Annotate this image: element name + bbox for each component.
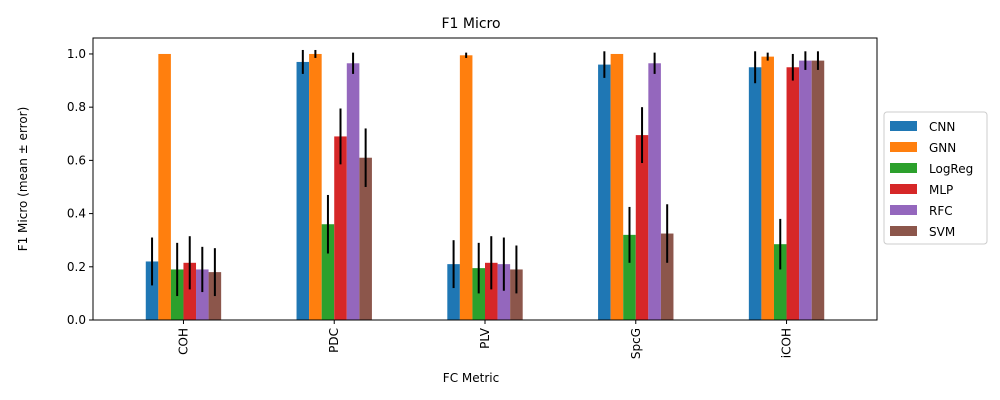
y-tick-label: 0.2 xyxy=(67,260,86,274)
bar-mlp xyxy=(786,67,800,320)
legend-swatch-cnn xyxy=(890,121,917,131)
bar-svm xyxy=(510,269,523,320)
bar-cnn xyxy=(748,67,762,320)
x-axis-label: FC Metric xyxy=(443,371,499,385)
bar-mlp xyxy=(485,262,498,320)
bar-logreg xyxy=(472,268,485,320)
bar-cnn xyxy=(598,64,611,320)
bar-svm xyxy=(811,60,825,320)
legend-label: SVM xyxy=(929,225,955,239)
bar-svm xyxy=(660,233,674,320)
x-tick-label: COH xyxy=(176,328,190,355)
legend-label: MLP xyxy=(929,183,953,197)
bar-rfc xyxy=(497,264,511,320)
legend-label: GNN xyxy=(929,141,956,155)
bar-gnn xyxy=(610,53,624,320)
legend-label: RFC xyxy=(929,204,953,218)
plot-area: 0.0 0.2 0.4 0.6 0.8 1.0 COH PDC PLV SpcG iCOH xyxy=(67,47,825,359)
bar-rfc xyxy=(799,60,812,320)
y-tick-label: 0.8 xyxy=(67,100,86,114)
bar-gnn xyxy=(309,53,322,320)
legend-swatch-svm xyxy=(890,226,917,236)
bar-svm xyxy=(359,157,372,320)
chart-title: F1 Micro xyxy=(441,16,500,32)
x-tick-label: SpcG xyxy=(629,328,643,359)
bar-cnn xyxy=(296,61,310,321)
bar-cnn xyxy=(447,264,460,320)
x-tick-label: PLV xyxy=(478,327,492,349)
bar-gnn xyxy=(761,56,774,320)
bar-mlp xyxy=(334,136,347,320)
x-tick-label: iCOH xyxy=(780,328,794,358)
legend-swatch-logreg xyxy=(890,163,917,173)
legend-swatch-rfc xyxy=(890,205,917,215)
bar-mlp xyxy=(183,262,197,320)
legend-swatch-mlp xyxy=(890,184,917,194)
bar-rfc xyxy=(648,63,661,320)
plot-frame xyxy=(92,37,878,321)
y-tick-label: 0.4 xyxy=(67,207,86,221)
bar-rfc xyxy=(196,269,209,320)
y-tick-label: 1.0 xyxy=(67,47,86,61)
y-tick-label: 0.0 xyxy=(67,313,86,327)
legend-label: LogReg xyxy=(929,162,973,176)
bar-logreg xyxy=(321,224,335,320)
y-axis-label: F1 Micro (mean ± error) xyxy=(16,107,30,252)
legend-label: CNN xyxy=(929,120,955,134)
bar-logreg xyxy=(773,244,787,320)
x-tick-label: PDC xyxy=(327,328,341,353)
bar-cnn xyxy=(145,261,159,320)
bar-logreg xyxy=(623,234,636,320)
bar-gnn xyxy=(459,55,473,321)
bar-gnn xyxy=(158,53,171,320)
bar-rfc xyxy=(346,63,360,320)
legend: CNN GNN LogReg MLP RFC SVM xyxy=(883,111,988,245)
bar-mlp xyxy=(635,135,649,320)
legend-swatch-gnn xyxy=(890,142,917,152)
y-tick-label: 0.6 xyxy=(67,153,86,167)
